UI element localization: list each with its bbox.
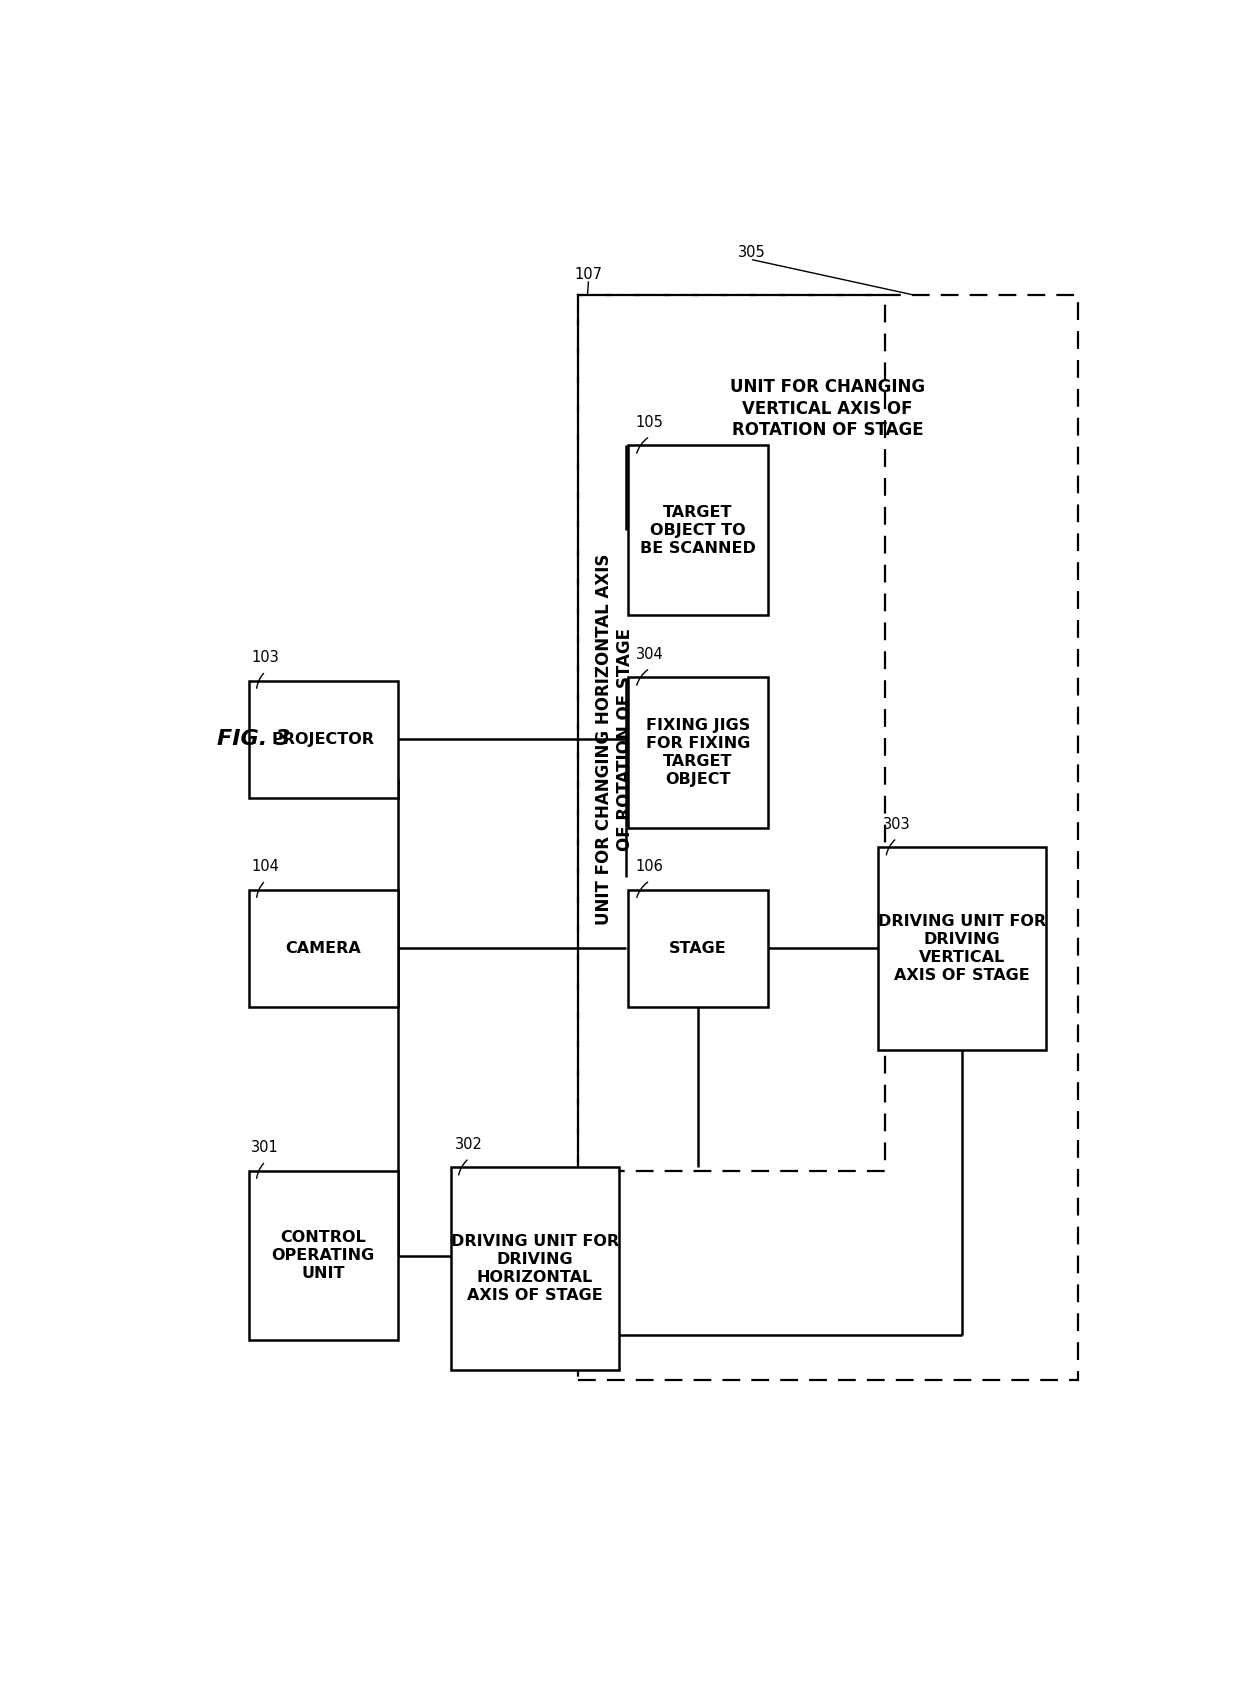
Text: PROJECTOR: PROJECTOR [272,731,374,747]
Text: 301: 301 [250,1140,279,1156]
Bar [450,1168,619,1369]
Bar [629,677,768,828]
Text: 103: 103 [250,650,279,665]
Bar [249,1171,398,1341]
Bar [249,680,398,798]
Text: FIXING JIGS
FOR FIXING
TARGET
OBJECT: FIXING JIGS FOR FIXING TARGET OBJECT [646,718,750,787]
Text: UNIT FOR CHANGING
VERTICAL AXIS OF
ROTATION OF STAGE: UNIT FOR CHANGING VERTICAL AXIS OF ROTAT… [730,378,925,440]
Text: STAGE: STAGE [670,940,727,955]
Bar [629,445,768,616]
Bar [578,295,1078,1380]
Text: CAMERA: CAMERA [285,940,361,955]
Text: TARGET
OBJECT TO
BE SCANNED: TARGET OBJECT TO BE SCANNED [640,504,756,557]
Text: UNIT FOR CHANGING HORIZONTAL AXIS
OF ROTATION OF STAGE: UNIT FOR CHANGING HORIZONTAL AXIS OF ROT… [595,553,634,925]
Text: 303: 303 [883,816,910,832]
Text: 302: 302 [455,1137,482,1152]
Bar [578,295,885,1171]
Text: 106: 106 [635,859,663,874]
Bar [878,847,1047,1050]
Text: DRIVING UNIT FOR
DRIVING
HORIZONTAL
AXIS OF STAGE: DRIVING UNIT FOR DRIVING HORIZONTAL AXIS… [450,1234,619,1303]
Bar [249,889,398,1008]
Text: 107: 107 [574,266,601,282]
Text: 105: 105 [635,414,663,429]
Bar [629,889,768,1008]
Text: FIG. 3: FIG. 3 [217,730,291,750]
Text: 104: 104 [250,859,279,874]
Text: 305: 305 [738,244,766,260]
Text: 304: 304 [635,647,663,662]
Text: CONTROL
OPERATING
UNIT: CONTROL OPERATING UNIT [272,1230,374,1281]
Text: DRIVING UNIT FOR
DRIVING
VERTICAL
AXIS OF STAGE: DRIVING UNIT FOR DRIVING VERTICAL AXIS O… [878,915,1047,983]
